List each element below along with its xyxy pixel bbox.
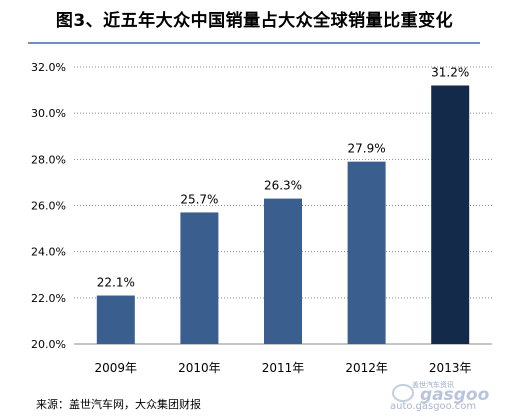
y-tick-label: 22.0% xyxy=(31,292,66,305)
bar-2009年 xyxy=(96,295,135,344)
gasgoo-logo-icon xyxy=(392,384,414,402)
y-tick-label: 24.0% xyxy=(31,246,66,259)
watermark-cn-text: 盖世汽车资讯 xyxy=(412,381,454,389)
y-tick-label: 32.0% xyxy=(31,61,66,74)
data-label: 26.3% xyxy=(264,179,302,193)
data-label: 25.7% xyxy=(180,192,218,206)
watermark-logo-text: gasgoo xyxy=(420,385,490,405)
bar-2013年 xyxy=(431,85,470,344)
bar-2010年 xyxy=(180,212,219,344)
x-tick-label: 2012年 xyxy=(345,361,388,375)
y-tick-label: 30.0% xyxy=(31,107,66,120)
watermark-url-text: auto.gasgoo.com xyxy=(390,401,477,412)
data-label: 27.9% xyxy=(348,142,386,156)
x-tick-label: 2010年 xyxy=(178,361,221,375)
y-tick-label: 20.0% xyxy=(31,338,66,351)
title-underline xyxy=(28,42,480,44)
gasgoo-watermark: 盖世汽车资讯 gasgoo auto.gasgoo.com xyxy=(390,380,505,414)
x-tick-label: 2011年 xyxy=(262,361,305,375)
x-tick-label: 2013年 xyxy=(429,361,472,375)
y-tick-label: 28.0% xyxy=(31,153,66,166)
source-note: 来源：盖世汽车网，大众集团财报 xyxy=(36,398,201,411)
data-label: 22.1% xyxy=(97,276,135,290)
x-tick-label: 2009年 xyxy=(95,361,138,375)
chart-title: 图3、近五年大众中国销量占大众全球销量比重变化 xyxy=(55,11,454,31)
bar-2011年 xyxy=(264,198,302,344)
data-label: 31.2% xyxy=(431,65,469,79)
y-tick-label: 26.0% xyxy=(31,200,66,213)
bar-2012年 xyxy=(347,161,386,344)
